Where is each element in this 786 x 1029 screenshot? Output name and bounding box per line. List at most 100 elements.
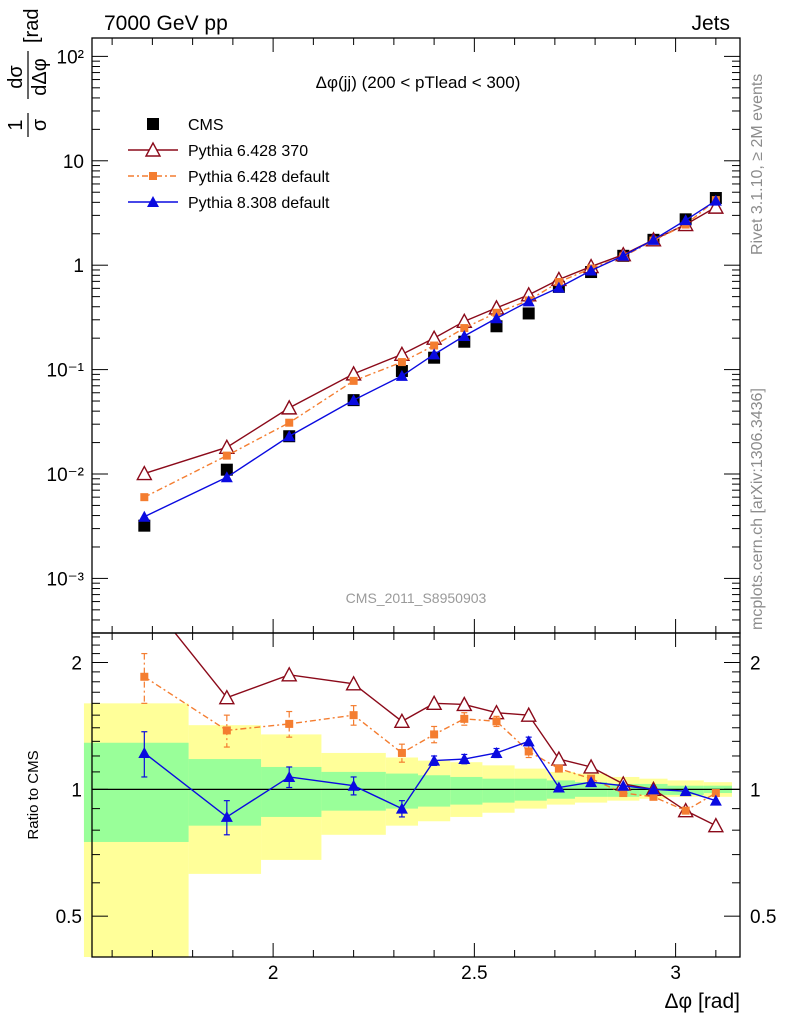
ratio-point-2 [285,719,294,728]
data-point-0 [522,307,535,320]
ratio-point-3 [428,754,441,766]
ratio-point-1 [582,758,600,774]
ratio-point-3 [138,746,151,758]
data-point-3 [283,430,296,442]
green-band-bin [83,742,189,842]
legend-marker-3 [147,196,159,207]
ratio-y-axis-label: Ratio to CMS [25,750,42,839]
ratio-point-3 [647,783,660,795]
ratio-tick-label-right: 0.5 [750,907,776,928]
data-point-1 [136,465,153,481]
ratio-point-2 [397,748,406,757]
axes-ticks: 2 2.5 3 10⁻³ 10⁻² 10⁻¹ 1 10 10² 0.5 0.5 1 1 2 2 [47,38,776,984]
ratio-point-3 [347,779,360,791]
data-point-3 [552,281,565,293]
x-tick-label: 2 [268,963,279,984]
rivet-label: Rivet 3.1.10, ≥ 2M events [749,74,766,255]
ratio-point-3 [585,776,598,788]
y-tick-label: 10⁻³ [47,569,85,590]
ratio-line-2 [143,676,717,812]
ratio-point-3 [283,770,296,782]
svg-text:σ: σ [29,118,51,131]
legend-marker-0 [147,118,159,130]
main-series [136,192,725,532]
y-tick-label: 10⁻¹ [47,361,85,382]
ratio-point-2 [524,747,533,756]
ratio-uncertainty-bands [83,703,732,957]
ratio-tick-label: 1 [71,780,82,801]
data-point-2 [349,376,358,385]
svg-text:dσ: dσ [5,65,27,89]
x-tick-label: 3 [670,963,681,984]
data-point-3 [347,394,360,406]
ratio-point-1 [550,750,568,766]
ratio-point-3 [522,735,535,747]
legend-marker-2 [149,172,157,180]
green-band-bin [482,778,515,803]
ratio-point-1 [520,706,537,722]
data-point-3 [490,312,503,324]
chart-title: Δφ(jj) (200 < pTlead < 300) [316,73,521,92]
watermark: CMS_2011_S8950903 [346,590,487,606]
y-tick-label: 10 [63,152,84,173]
data-point-3 [428,348,441,360]
x-tick-label: 2.5 [461,963,487,984]
data-point-0 [138,519,151,532]
ratio-point-2 [460,714,469,723]
green-band-bin [450,776,483,805]
legend-label-1: Pythia 6.428 370 [188,143,308,160]
y-tick-label: 10⁻² [47,465,85,486]
ratio-point-2 [430,730,439,739]
green-band-bin [418,775,451,807]
ratio-point-2 [681,806,690,815]
data-point-3 [522,295,535,307]
legend-label-3: Pythia 8.308 default [188,195,330,212]
ratio-point-3 [458,753,471,765]
ratio-point-1 [345,675,362,691]
svg-text:[rad: [rad [21,9,43,43]
ratio-tick-label: 2 [71,654,82,675]
ratio-point-3 [490,746,503,758]
ratio-point-2 [649,792,658,801]
legend-label-2: Pythia 6.428 default [188,169,330,186]
data-point-3 [585,264,598,276]
ratio-point-1 [707,817,725,833]
svg-text:dΔφ: dΔφ [29,58,51,95]
y-tick-label: 10² [57,47,84,68]
data-point-3 [220,471,233,483]
ratio-point-1 [425,694,443,711]
ratio-point-1 [218,689,236,705]
y-axis-label: 1 σ dσ dΔφ [rad -1 ] [5,9,51,137]
mcplots-label: mcplots.cern.ch [arXiv:1306.3436] [749,388,766,630]
ratio-point-2 [554,764,563,773]
ratio-frame [91,632,741,958]
data-point-3 [679,214,692,226]
data-point-2 [140,493,149,502]
ratio-point-3 [395,802,408,814]
data-point-1 [707,198,725,214]
ratio-tick-label-right: 1 [750,780,761,801]
data-point-1 [281,399,298,415]
ratio-series-group [138,633,725,836]
data-point-3 [617,249,630,261]
ratio-point-3 [552,781,565,793]
data-point-2 [460,324,469,333]
ratio-point-1 [281,666,298,682]
ratio-point-3 [617,779,630,791]
ratio-point-1 [393,712,411,729]
legend: CMS Pythia 6.428 370 Pythia 6.428 default P… [128,117,330,212]
ratio-point-2 [222,726,231,735]
ratio-tick-label: 0.5 [56,907,82,928]
header-right: Jets [691,12,730,35]
data-point-3 [138,510,151,522]
data-point-0 [220,463,233,476]
ratio-tick-label-right: 2 [750,654,761,675]
data-point-2 [285,418,294,427]
ratio-point-3 [679,785,692,797]
ratio-point-3 [220,810,233,822]
data-point-3 [709,194,722,206]
ratio-point-2 [349,711,358,720]
ratio-series [138,633,725,836]
ratio-point-2 [492,717,501,726]
